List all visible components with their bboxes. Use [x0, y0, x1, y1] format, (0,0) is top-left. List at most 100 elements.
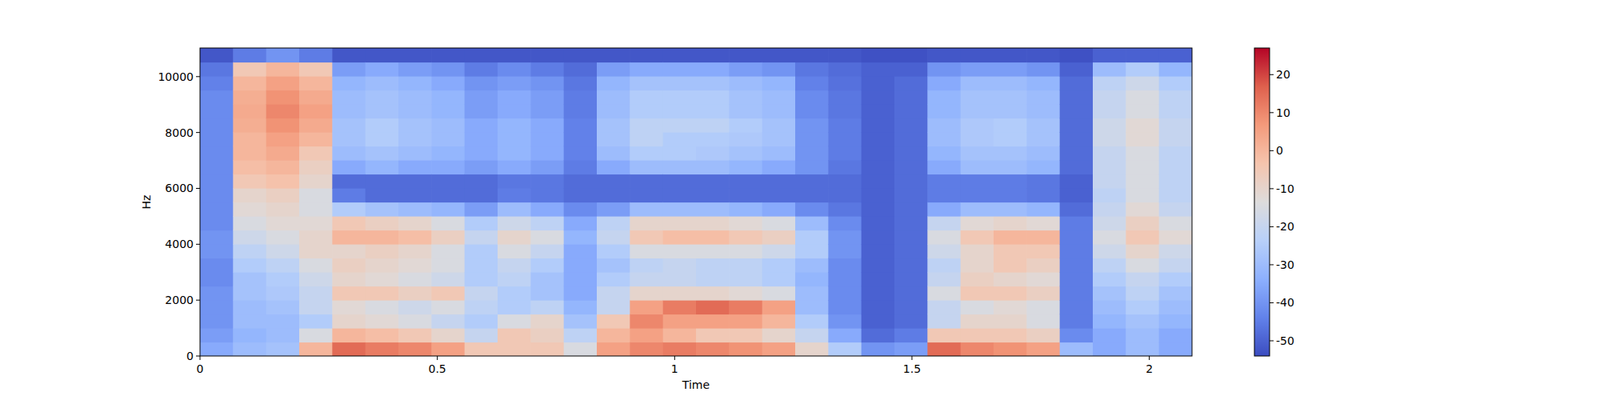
- label: 20: [1276, 68, 1291, 81]
- colorbar: [1254, 48, 1270, 356]
- cell: [828, 48, 862, 63]
- cell: [332, 314, 366, 329]
- cell: [332, 216, 366, 231]
- cell: [299, 118, 333, 133]
- cell: [993, 230, 1028, 245]
- cell: [762, 258, 796, 273]
- cell: [564, 132, 598, 147]
- cell: [696, 202, 730, 217]
- cell: [1026, 342, 1060, 357]
- cell: [927, 230, 961, 245]
- cell: [299, 76, 333, 91]
- cell: [696, 216, 730, 231]
- cell: [728, 272, 763, 287]
- cell: [894, 90, 928, 105]
- cell: [663, 48, 697, 63]
- cell: [431, 104, 465, 119]
- cell: [894, 216, 928, 231]
- cell: [266, 272, 300, 287]
- cell: [365, 244, 400, 259]
- cell: [299, 230, 333, 245]
- cell: [993, 62, 1028, 77]
- cell: [629, 244, 664, 259]
- cell: [927, 62, 961, 77]
- cell: [960, 146, 995, 161]
- cell: [663, 188, 697, 203]
- cell: [530, 230, 564, 245]
- cell: [663, 342, 697, 357]
- x-tick: [200, 356, 201, 360]
- cell: [828, 188, 862, 203]
- cell: [762, 146, 796, 161]
- cell: [497, 188, 532, 203]
- chart: 00.511.520200040006000800010000TimeHz-50…: [0, 0, 1600, 400]
- cell: [993, 104, 1028, 119]
- colorbar-tick: [1269, 226, 1274, 228]
- cell: [200, 146, 234, 161]
- cell: [795, 202, 829, 217]
- cell: [1026, 48, 1060, 63]
- cell: [332, 244, 366, 259]
- colorbar-tick: [1269, 264, 1274, 265]
- cell: [629, 104, 664, 119]
- cell: [861, 286, 896, 301]
- cell: [596, 258, 631, 273]
- cell: [232, 146, 267, 161]
- cell: [795, 104, 829, 119]
- label: Time: [681, 378, 710, 392]
- cell: [795, 230, 829, 245]
- cell: [564, 48, 598, 63]
- cell: [398, 118, 432, 133]
- cell: [960, 216, 995, 231]
- colorbar-tick: [1269, 112, 1274, 113]
- cell: [960, 160, 995, 175]
- cell: [200, 328, 234, 343]
- cell: [1125, 76, 1160, 91]
- cell: [629, 160, 664, 175]
- cell: [1159, 48, 1192, 63]
- cell: [464, 146, 499, 161]
- cell: [993, 244, 1028, 259]
- colorbar-tick: [1269, 150, 1274, 152]
- cell: [398, 48, 432, 63]
- cell: [696, 118, 730, 133]
- cell: [299, 90, 333, 105]
- cell: [464, 202, 499, 217]
- cell: [861, 300, 896, 315]
- cell: [232, 76, 267, 91]
- cell: [464, 328, 499, 343]
- cell: [299, 202, 333, 217]
- cell: [398, 90, 432, 105]
- cell: [1125, 174, 1160, 189]
- cell: [728, 160, 763, 175]
- label: 2000: [164, 293, 194, 307]
- cell: [497, 258, 532, 273]
- x-tick: [674, 356, 676, 360]
- cell: [728, 76, 763, 91]
- cell: [497, 286, 532, 301]
- cell: [266, 300, 300, 315]
- cell: [828, 118, 862, 133]
- cell: [927, 146, 961, 161]
- cell: [1159, 244, 1192, 259]
- cell: [993, 314, 1028, 329]
- cell: [497, 314, 532, 329]
- cell: [530, 76, 564, 91]
- cell: [728, 216, 763, 231]
- cell: [332, 188, 366, 203]
- cell: [497, 132, 532, 147]
- cell: [960, 62, 995, 77]
- cell: [629, 174, 664, 189]
- cell: [762, 76, 796, 91]
- cell: [530, 286, 564, 301]
- cell: [728, 244, 763, 259]
- cell: [530, 314, 564, 329]
- cell: [1092, 202, 1127, 217]
- cell: [596, 76, 631, 91]
- cell: [299, 188, 333, 203]
- cell: [365, 104, 400, 119]
- cell: [200, 132, 234, 147]
- cell: [530, 300, 564, 315]
- cell: [365, 230, 400, 245]
- cell: [1092, 258, 1127, 273]
